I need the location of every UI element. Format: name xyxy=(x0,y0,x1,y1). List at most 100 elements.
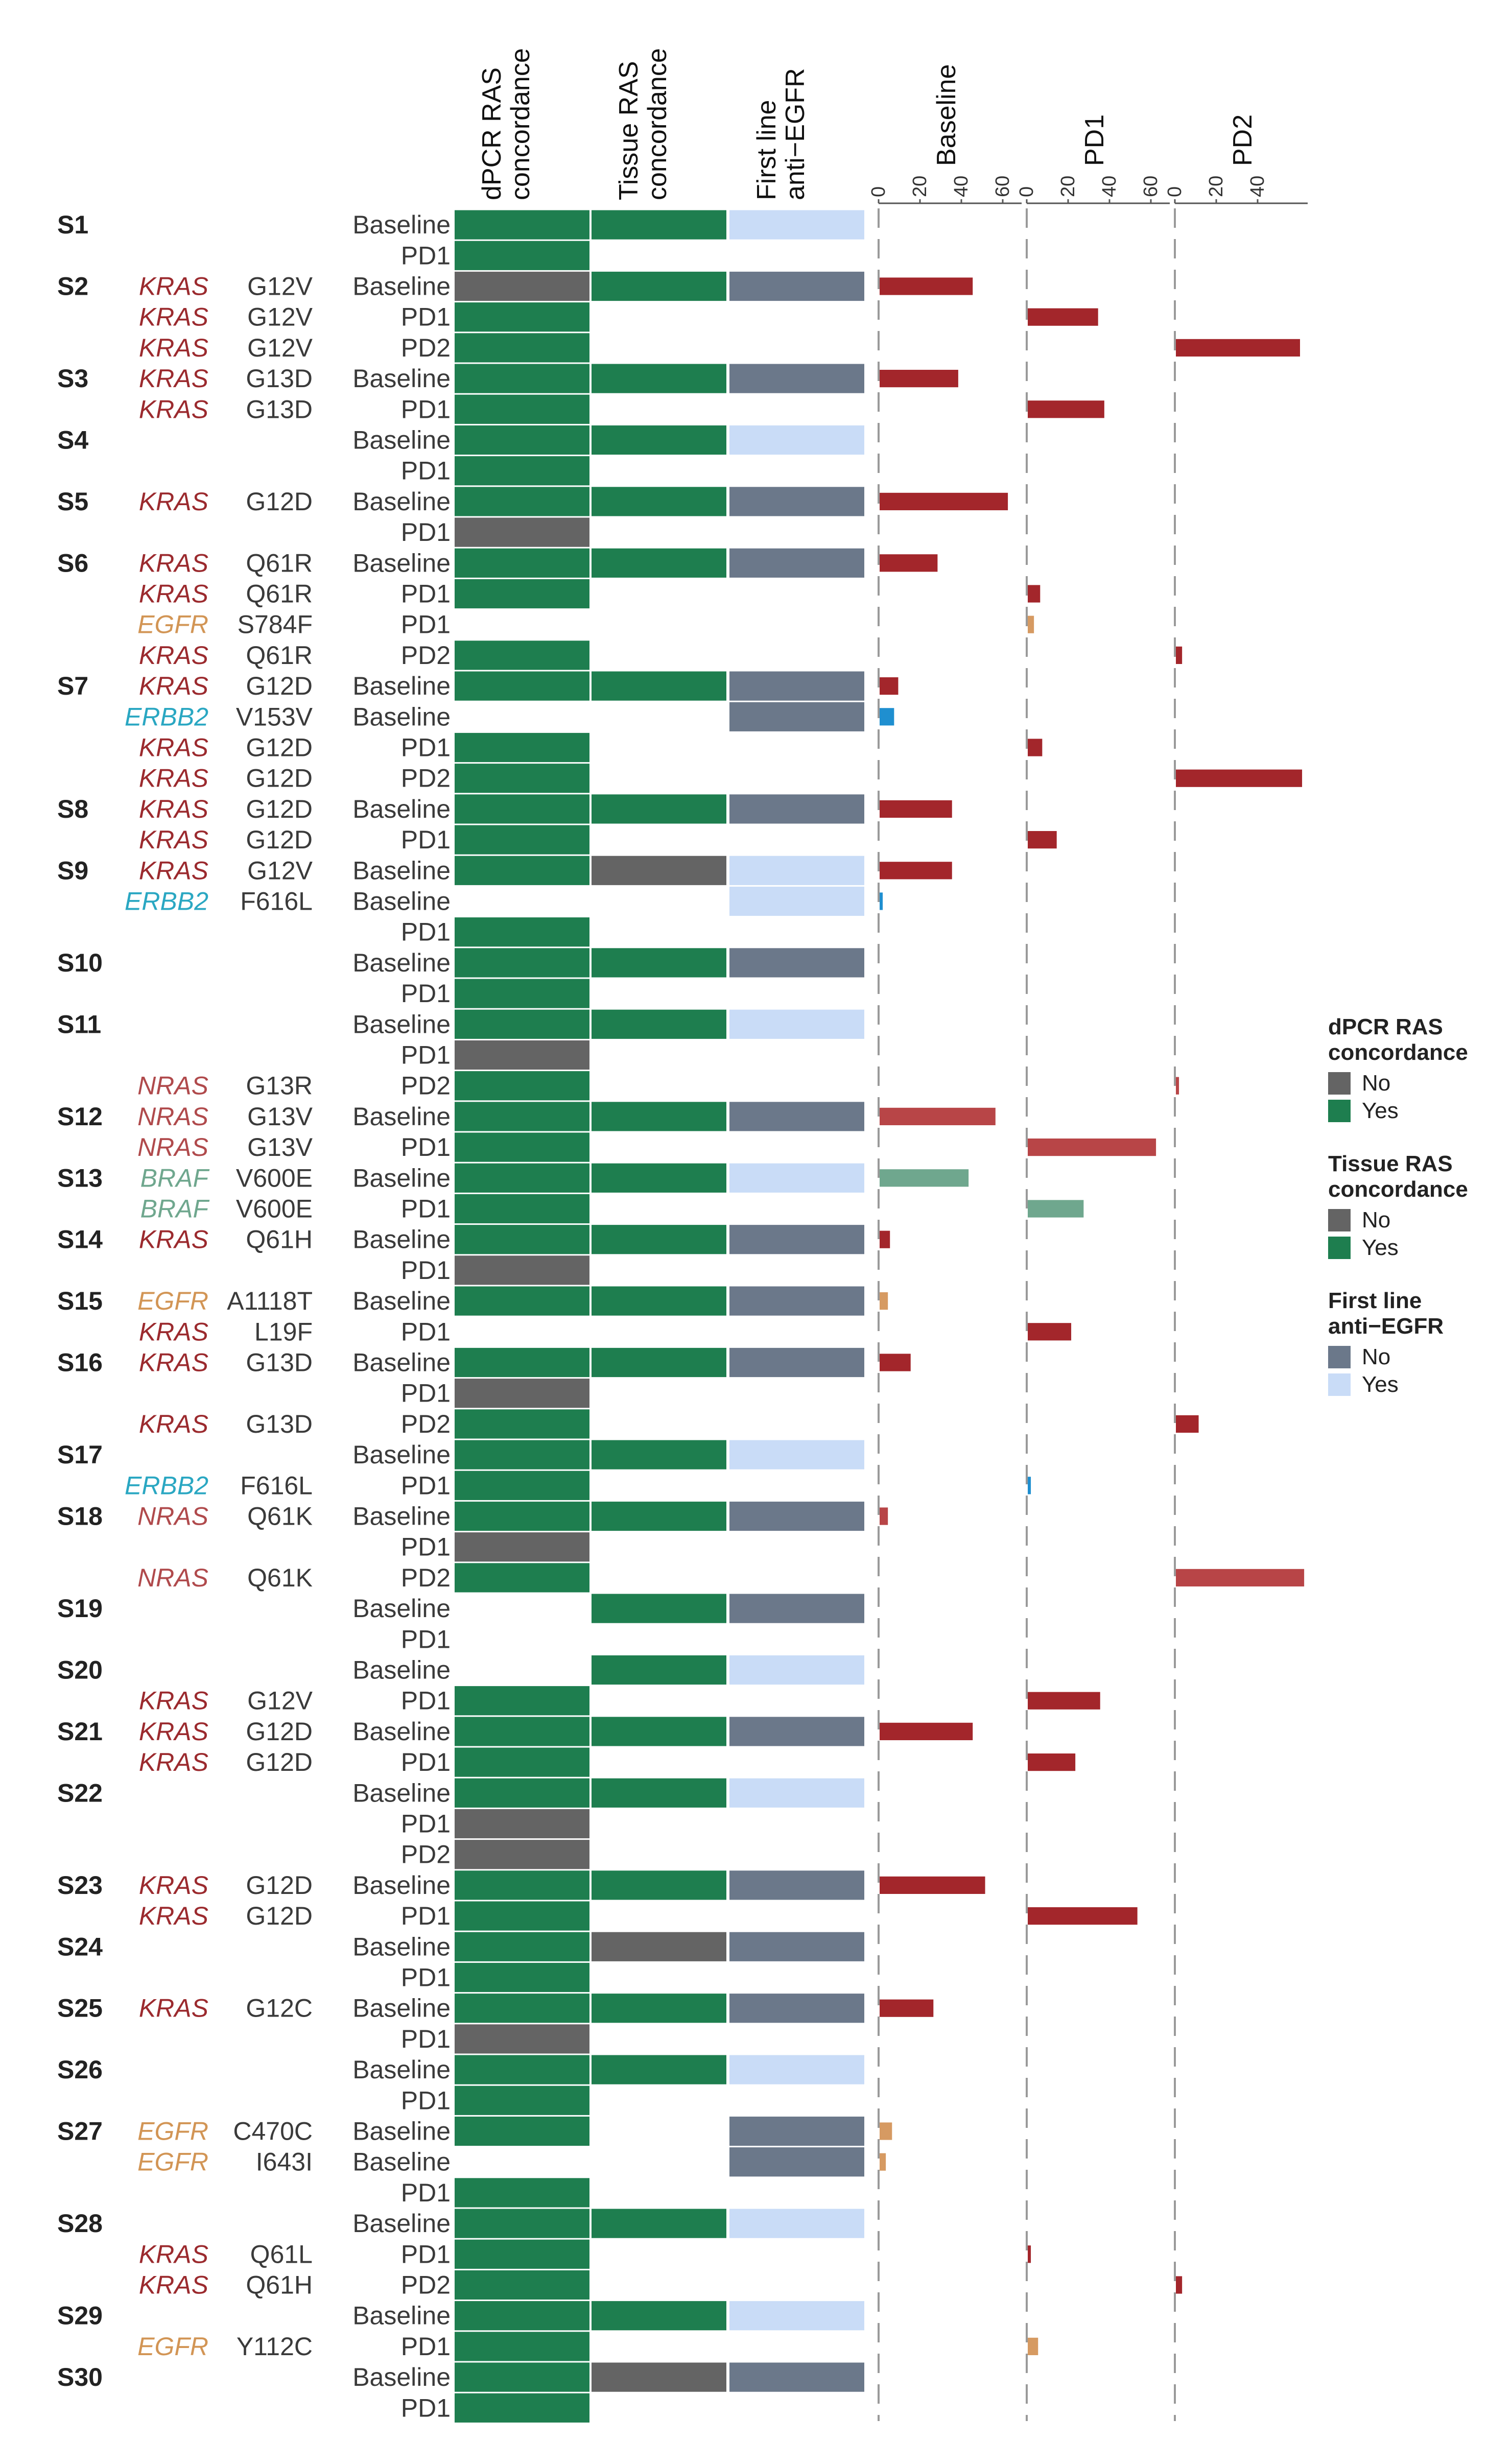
sample-label: PD1 xyxy=(401,1687,451,1715)
tile-anti-egfr xyxy=(729,1347,864,1378)
subject-label: S4 xyxy=(57,426,88,455)
tile-tissue xyxy=(592,364,726,393)
sample-label: Baseline xyxy=(352,1994,451,2023)
bar-pd2 xyxy=(1176,1077,1179,1095)
bar-baseline xyxy=(880,892,883,910)
tile-dpcr xyxy=(455,671,589,701)
tile-anti-egfr xyxy=(729,1717,864,1746)
sample-label: Baseline xyxy=(352,1779,451,1807)
tick-label-baseline-20: 20 xyxy=(909,176,931,197)
gene-label: KRAS xyxy=(139,641,208,670)
tile-dpcr xyxy=(455,641,589,670)
tile-tissue xyxy=(592,1932,726,1961)
gene-label: KRAS xyxy=(139,1348,208,1377)
subject-label: S30 xyxy=(57,2363,103,2391)
tile-tissue xyxy=(592,948,726,978)
mutation-label: Q61H xyxy=(246,2271,313,2299)
tile-dpcr xyxy=(455,2116,589,2146)
sample-label: Baseline xyxy=(352,795,451,823)
mutation-label: G13V xyxy=(247,1102,313,1131)
mutation-label: V153V xyxy=(236,702,313,731)
header-tissue-line-1: concordance xyxy=(643,48,672,200)
panel-title-baseline: Baseline xyxy=(932,64,961,166)
sample-label: PD1 xyxy=(401,395,451,423)
sample-label: PD1 xyxy=(401,1195,451,1223)
tile-dpcr xyxy=(455,487,589,516)
mutation-label: G12D xyxy=(246,1748,313,1776)
tile-anti-egfr xyxy=(729,425,864,455)
legend-label-2-no: No xyxy=(1362,1344,1390,1369)
tile-tissue xyxy=(592,548,726,578)
bar-baseline xyxy=(880,800,952,818)
legend-title-2-line-0: First line xyxy=(1328,1288,1422,1313)
tile-tissue xyxy=(592,1009,726,1039)
subject-label: S14 xyxy=(57,1225,103,1254)
tile-dpcr xyxy=(455,917,589,947)
tile-dpcr xyxy=(455,1102,589,1131)
tile-tissue xyxy=(592,1870,726,1900)
gene-label: KRAS xyxy=(139,1748,208,1776)
tile-anti-egfr xyxy=(729,1440,864,1469)
tile-anti-egfr xyxy=(729,271,864,301)
tile-anti-egfr xyxy=(729,2055,864,2084)
tile-anti-egfr xyxy=(729,1994,864,2023)
tile-dpcr xyxy=(455,856,589,885)
legend-label-0-yes: Yes xyxy=(1362,1098,1399,1123)
tile-tissue xyxy=(592,794,726,824)
tile-dpcr xyxy=(455,2362,589,2392)
legend-swatch-0-yes xyxy=(1328,1100,1351,1122)
tile-anti-egfr xyxy=(729,886,864,916)
tile-dpcr xyxy=(455,456,589,486)
tile-dpcr xyxy=(455,732,589,763)
subject-label: S15 xyxy=(57,1287,103,1315)
tile-dpcr xyxy=(455,425,589,455)
tile-dpcr xyxy=(455,394,589,424)
gene-label: ERBB2 xyxy=(125,887,208,916)
sample-label: Baseline xyxy=(352,426,451,455)
subject-label: S26 xyxy=(57,2055,103,2084)
tile-tissue xyxy=(592,1501,726,1531)
gene-label: KRAS xyxy=(139,303,208,331)
tile-tissue xyxy=(592,1594,726,1623)
bar-pd2 xyxy=(1176,339,1300,357)
bar-baseline xyxy=(880,1230,890,1248)
bar-baseline xyxy=(880,1722,973,1740)
sample-label: Baseline xyxy=(352,1287,451,1315)
bar-pd2 xyxy=(1176,1569,1305,1586)
bar-baseline xyxy=(880,277,973,295)
tile-tissue xyxy=(592,2362,726,2392)
tick-label-pd1-20: 20 xyxy=(1057,176,1079,197)
mutation-label: G12D xyxy=(246,1871,313,1900)
subject-label: S27 xyxy=(57,2117,103,2146)
tile-dpcr xyxy=(455,1901,589,1931)
subject-label: S10 xyxy=(57,949,103,977)
tile-dpcr xyxy=(455,517,589,547)
bar-pd1 xyxy=(1028,585,1041,603)
sample-label: Baseline xyxy=(352,1164,451,1192)
tile-tissue xyxy=(592,1347,726,1378)
tile-dpcr xyxy=(455,2178,589,2208)
sample-label: PD2 xyxy=(401,1410,451,1438)
gene-label: KRAS xyxy=(139,1871,208,1900)
gene-label: EGFR xyxy=(137,2117,208,2146)
tile-tissue xyxy=(592,2301,726,2331)
tile-dpcr xyxy=(455,2055,589,2084)
tile-dpcr xyxy=(455,241,589,270)
subject-label: S22 xyxy=(57,1779,103,1807)
gene-label: KRAS xyxy=(139,795,208,823)
bar-pd2 xyxy=(1176,646,1183,664)
tile-anti-egfr xyxy=(729,1163,864,1193)
tile-dpcr xyxy=(455,333,589,363)
bar-pd2 xyxy=(1176,2276,1183,2294)
tile-dpcr xyxy=(455,1962,589,1993)
legend-title-0-line-0: dPCR RAS xyxy=(1328,1014,1443,1039)
tile-dpcr xyxy=(455,948,589,978)
legend-label-1-no: No xyxy=(1362,1207,1390,1232)
legend-label-2-yes: Yes xyxy=(1362,1372,1399,1397)
tile-dpcr xyxy=(455,794,589,824)
tile-dpcr xyxy=(455,1009,589,1039)
gene-label: EGFR xyxy=(137,2332,208,2361)
sample-label: Baseline xyxy=(352,887,451,916)
sample-label: PD2 xyxy=(401,2271,451,2299)
bar-baseline xyxy=(880,677,899,695)
